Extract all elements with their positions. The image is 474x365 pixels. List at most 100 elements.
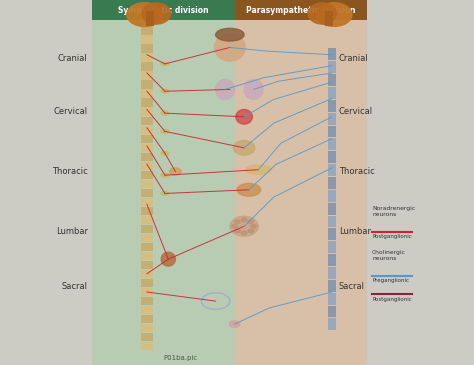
Bar	[92, 0, 235, 20]
Ellipse shape	[160, 151, 170, 156]
Bar	[141, 135, 153, 143]
Ellipse shape	[160, 129, 170, 134]
Bar	[328, 190, 336, 202]
Bar	[235, 0, 367, 365]
Bar	[328, 151, 336, 163]
Bar	[146, 11, 154, 26]
Bar	[328, 319, 336, 330]
Bar	[141, 35, 153, 43]
Ellipse shape	[142, 3, 171, 24]
Ellipse shape	[127, 3, 162, 27]
Bar	[328, 100, 336, 112]
Ellipse shape	[316, 3, 352, 27]
Text: Sacral: Sacral	[62, 282, 88, 291]
Text: Lumbar: Lumbar	[339, 227, 371, 236]
Ellipse shape	[230, 216, 258, 237]
Ellipse shape	[214, 34, 246, 61]
Text: Preganglionic: Preganglionic	[372, 278, 409, 283]
Bar	[328, 306, 336, 318]
Bar	[328, 177, 336, 189]
Bar	[141, 315, 153, 323]
Bar	[141, 89, 153, 98]
Ellipse shape	[248, 220, 254, 223]
Bar	[328, 228, 336, 240]
Bar	[141, 225, 153, 233]
Bar	[141, 99, 153, 107]
Bar	[328, 61, 336, 73]
Text: Lumbar: Lumbar	[55, 227, 88, 236]
Bar	[141, 107, 153, 116]
Ellipse shape	[169, 168, 181, 175]
Text: Cervical: Cervical	[54, 107, 88, 116]
Ellipse shape	[216, 28, 244, 41]
Text: Sympathetic division: Sympathetic division	[118, 5, 209, 15]
Bar	[141, 279, 153, 287]
Bar	[141, 306, 153, 314]
Text: Cranial: Cranial	[339, 54, 369, 63]
Ellipse shape	[235, 229, 240, 233]
Bar	[328, 254, 336, 266]
Text: Sacral: Sacral	[339, 282, 365, 291]
Bar	[141, 171, 153, 179]
Bar	[141, 216, 153, 224]
Ellipse shape	[248, 229, 254, 233]
Bar	[141, 270, 153, 278]
Bar	[141, 44, 153, 53]
Bar	[328, 216, 336, 227]
Text: Postganglionic: Postganglionic	[372, 297, 412, 302]
Bar	[141, 252, 153, 260]
Bar	[328, 293, 336, 305]
Bar	[328, 164, 336, 176]
Bar	[328, 280, 336, 292]
Bar	[141, 189, 153, 197]
Ellipse shape	[160, 89, 170, 94]
Ellipse shape	[236, 110, 252, 124]
Ellipse shape	[246, 165, 272, 174]
Ellipse shape	[160, 61, 170, 66]
Ellipse shape	[244, 79, 263, 100]
Bar	[328, 49, 336, 60]
Bar	[141, 80, 153, 89]
Bar	[141, 62, 153, 71]
Text: Postganglionic: Postganglionic	[372, 234, 412, 239]
Bar	[141, 297, 153, 305]
Ellipse shape	[237, 184, 261, 196]
Bar	[141, 180, 153, 188]
Bar	[141, 126, 153, 134]
Bar	[141, 26, 153, 35]
Ellipse shape	[241, 218, 247, 222]
Text: Cholinergic
neurons: Cholinergic neurons	[372, 250, 406, 261]
Ellipse shape	[235, 220, 240, 223]
Text: Cervical: Cervical	[339, 107, 373, 116]
Bar	[141, 153, 153, 161]
Bar	[141, 333, 153, 341]
Bar	[328, 74, 336, 86]
Ellipse shape	[160, 191, 170, 196]
Bar	[328, 241, 336, 253]
Text: Parasympathetic division: Parasympathetic division	[246, 5, 356, 15]
Bar	[141, 53, 153, 62]
Text: Cranial: Cranial	[58, 54, 88, 63]
Bar	[141, 234, 153, 242]
Bar	[141, 288, 153, 296]
Bar	[325, 11, 333, 26]
Bar	[328, 113, 336, 124]
Bar	[328, 203, 336, 215]
Bar	[328, 138, 336, 150]
Bar	[141, 72, 153, 80]
Ellipse shape	[229, 321, 240, 327]
Bar	[141, 143, 153, 152]
Ellipse shape	[160, 173, 170, 178]
Ellipse shape	[160, 111, 170, 116]
Bar	[328, 87, 336, 99]
Bar	[141, 342, 153, 350]
Bar	[141, 198, 153, 206]
Bar	[92, 0, 235, 365]
Ellipse shape	[251, 224, 256, 228]
Ellipse shape	[308, 3, 337, 24]
Bar	[141, 162, 153, 170]
Text: P01ba.pic: P01ba.pic	[163, 356, 197, 361]
Bar	[141, 243, 153, 251]
Ellipse shape	[216, 79, 235, 100]
Bar	[328, 126, 336, 138]
